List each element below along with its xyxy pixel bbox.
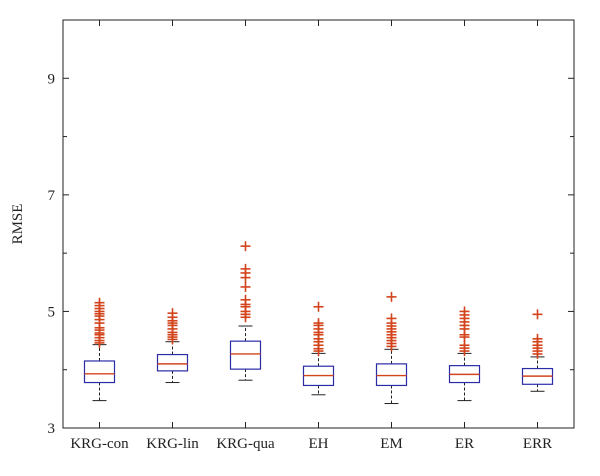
iqr-box bbox=[375, 363, 408, 387]
outlier-marker bbox=[532, 333, 543, 344]
iqr-box bbox=[83, 360, 116, 384]
box-er bbox=[448, 306, 481, 402]
y-tick-label: 7 bbox=[48, 188, 56, 204]
outlier-marker bbox=[386, 313, 397, 324]
outlier-marker bbox=[94, 297, 105, 308]
outlier-marker bbox=[240, 241, 251, 252]
box-series bbox=[83, 241, 554, 405]
outlier-marker bbox=[532, 309, 543, 320]
x-tick-label: KRG-qua bbox=[216, 436, 275, 452]
outlier-marker bbox=[240, 263, 251, 274]
y-tick-label: 3 bbox=[48, 421, 56, 437]
outlier-marker bbox=[240, 281, 251, 292]
x-tick-label: KRG-lin bbox=[146, 436, 199, 452]
outlier-marker bbox=[386, 291, 397, 302]
x-tick-label: EM bbox=[380, 436, 403, 452]
box-eh bbox=[302, 301, 335, 396]
x-tick-label: KRG-con bbox=[70, 436, 129, 452]
x-tick-label: ER bbox=[455, 436, 474, 452]
box-em bbox=[375, 291, 408, 405]
x-tick-label: EH bbox=[309, 436, 329, 452]
outlier-marker bbox=[313, 318, 324, 329]
y-axis-title: RMSE bbox=[10, 204, 26, 245]
y-tick-label: 9 bbox=[48, 71, 56, 87]
outlier-marker bbox=[459, 306, 470, 317]
box-krg-lin bbox=[156, 308, 189, 384]
x-axis: KRG-con KRG-lin KRG-qua EH EM ER ERR bbox=[70, 20, 552, 452]
box-krg-con bbox=[83, 297, 116, 402]
y-tick-label: 5 bbox=[48, 304, 56, 320]
outlier-marker bbox=[313, 301, 324, 312]
y-axis: 3 5 7 9 bbox=[48, 71, 574, 437]
outlier-marker bbox=[240, 294, 251, 305]
outlier-marker bbox=[167, 308, 178, 319]
iqr-box bbox=[156, 353, 189, 372]
box-err bbox=[521, 309, 554, 392]
box-krg-qua bbox=[229, 241, 262, 381]
iqr-box bbox=[229, 340, 262, 370]
x-tick-label: ERR bbox=[523, 436, 552, 452]
